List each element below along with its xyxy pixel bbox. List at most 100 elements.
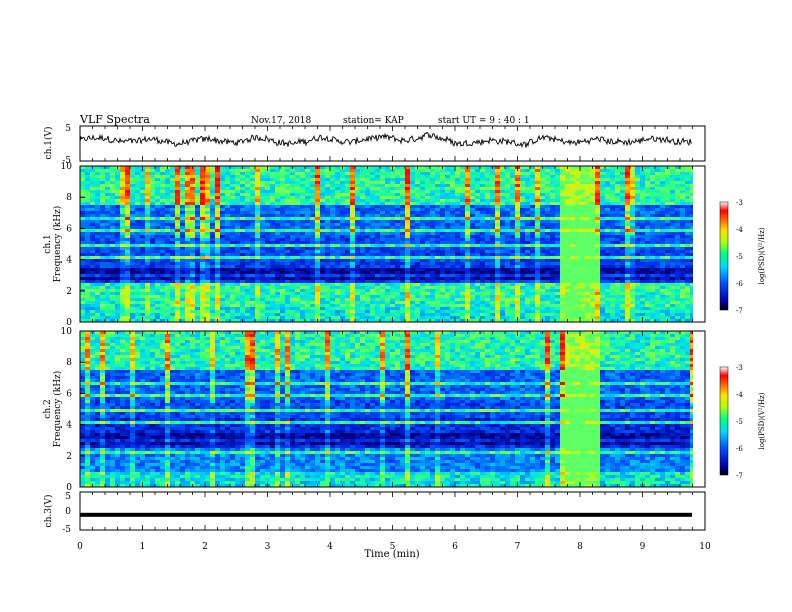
- spectrogram-cell: [125, 241, 131, 245]
- spectrogram-cell: [520, 229, 526, 233]
- spectrogram-cell: [85, 196, 91, 200]
- spectrogram-cell: [160, 280, 166, 284]
- spectrogram-cell: [530, 259, 536, 263]
- spectrogram-cell: [110, 268, 116, 272]
- spectrogram-cell: [445, 238, 451, 242]
- spectrogram-cell: [160, 205, 166, 209]
- spectrogram-cell: [165, 247, 171, 251]
- spectrogram-cell: [385, 172, 391, 176]
- spectrogram-cell: [160, 241, 166, 245]
- spectrogram-cell: [545, 259, 551, 263]
- spectrogram-cell: [455, 235, 461, 239]
- spectrogram-cell: [480, 262, 486, 266]
- spectrogram-cell: [350, 223, 356, 227]
- spectrogram-cell: [445, 169, 451, 173]
- spectrogram-cell: [300, 247, 306, 251]
- spectrogram-cell: [540, 199, 546, 203]
- spectrogram-cell: [505, 319, 511, 323]
- spectrogram-cell: [95, 286, 101, 290]
- spectrogram-cell: [225, 220, 231, 224]
- spectrogram-cell: [290, 286, 296, 290]
- spectrogram-cell: [265, 259, 271, 263]
- spectrogram-cell: [460, 265, 466, 269]
- spectrogram-cell: [485, 211, 491, 215]
- spectrogram-cell: [105, 265, 111, 269]
- spectrogram-cell: [475, 181, 481, 185]
- spectrogram-cell: [550, 316, 556, 320]
- spectrogram-cell: [105, 295, 111, 299]
- spectrogram-cell: [390, 232, 396, 236]
- spectrogram-cell: [545, 175, 551, 179]
- spectrogram-cell: [175, 253, 181, 257]
- spectrogram-cell: [495, 271, 501, 275]
- spectrogram-cell: [385, 265, 391, 269]
- spectrogram-cell: [215, 280, 221, 284]
- spectrogram-cell: [530, 199, 536, 203]
- spectrogram-cell: [100, 265, 106, 269]
- spectrogram-cell: [105, 181, 111, 185]
- spectrogram-cell: [545, 226, 551, 230]
- spectrogram-cell: [295, 301, 301, 305]
- spectrogram-cell: [360, 229, 366, 233]
- spectrogram-cell: [340, 217, 346, 221]
- spectrogram-cell: [335, 268, 341, 272]
- spectrogram-cell: [535, 229, 541, 233]
- spectrogram-cell: [170, 223, 176, 227]
- spectrogram-cell: [90, 205, 96, 209]
- spectrogram-cell: [400, 271, 406, 275]
- spectrogram-cell: [370, 211, 376, 215]
- spectrogram-cell: [135, 193, 141, 197]
- spectrogram-cell: [160, 295, 166, 299]
- spectrogram-cell: [500, 238, 506, 242]
- spectrogram-cell: [480, 178, 486, 182]
- spectrogram-cell: [95, 229, 101, 233]
- spectrogram-cell: [530, 301, 536, 305]
- spectrogram-cell: [330, 298, 336, 302]
- spectrogram-cell: [270, 298, 276, 302]
- spectrogram-cell: [350, 226, 356, 230]
- spectrogram-cell: [425, 319, 431, 323]
- spectrogram-cell: [80, 268, 86, 272]
- spectrogram-cell: [255, 262, 261, 266]
- spectrogram-cell: [325, 223, 331, 227]
- spectrogram-cell: [115, 262, 121, 266]
- spectrogram-cell: [315, 259, 321, 263]
- spectrogram-cell: [360, 178, 366, 182]
- spectrogram-cell: [145, 295, 151, 299]
- spectrogram-cell: [355, 229, 361, 233]
- spectrogram-cell: [275, 286, 281, 290]
- spectrogram-cell: [240, 211, 246, 215]
- spectrogram-cell: [160, 250, 166, 254]
- spectrogram-cell: [450, 205, 456, 209]
- spectrogram-cell: [225, 187, 231, 191]
- spectrogram-cell: [280, 175, 286, 179]
- spectrogram-cell: [340, 247, 346, 251]
- spectrogram-cell: [440, 229, 446, 233]
- spectrogram-cell: [130, 214, 136, 218]
- spectrogram-cell: [365, 241, 371, 245]
- spectrogram-cell: [220, 199, 226, 203]
- spectrogram-cell: [190, 241, 196, 245]
- spectrogram-cell: [410, 178, 416, 182]
- spectrogram-cell: [115, 208, 121, 212]
- spectrogram-cell: [220, 268, 226, 272]
- spectrogram-cell: [365, 292, 371, 296]
- spectrogram-cell: [170, 265, 176, 269]
- spectrogram-cell: [525, 223, 531, 227]
- spectrogram-cell: [200, 190, 206, 194]
- spectrogram-cell: [310, 319, 316, 323]
- spectrogram-cell: [445, 178, 451, 182]
- spectrogram-cell: [275, 169, 281, 173]
- spectrogram-cell: [285, 307, 291, 311]
- spectrogram-cell: [240, 286, 246, 290]
- spectrogram-cell: [335, 295, 341, 299]
- spectrogram-cell: [525, 178, 531, 182]
- spectrogram-cell: [200, 172, 206, 176]
- spectrogram-cell: [445, 310, 451, 314]
- spectrogram-cell: [455, 238, 461, 242]
- spectrogram-cell: [260, 193, 266, 197]
- spectrogram-cell: [485, 181, 491, 185]
- spectrogram-cell: [210, 235, 216, 239]
- spectrogram-cell: [265, 304, 271, 308]
- spectrogram-cell: [490, 292, 496, 296]
